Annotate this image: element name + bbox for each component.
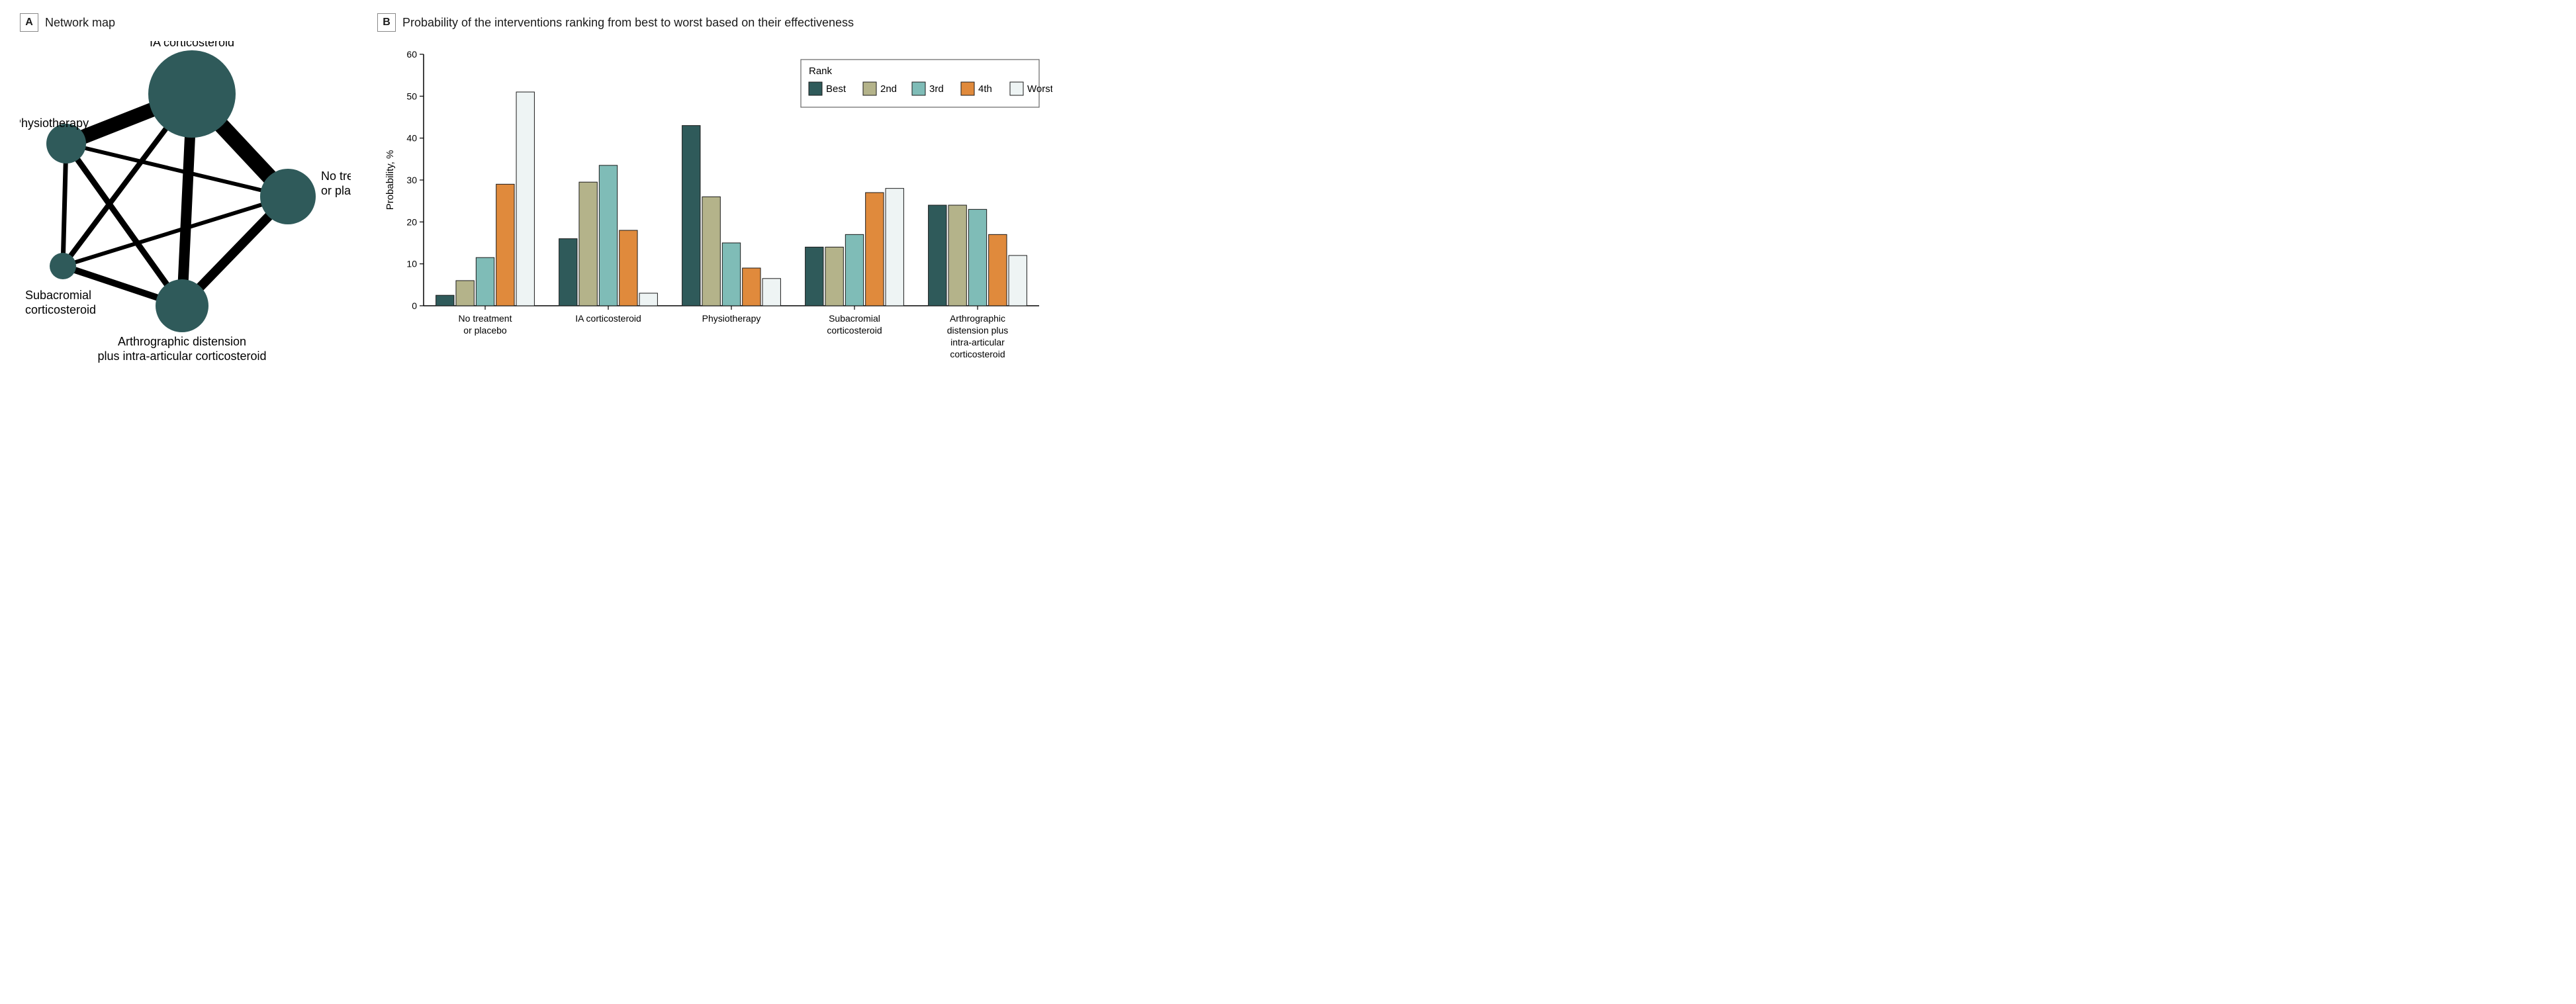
bar — [825, 247, 843, 306]
bar — [702, 197, 720, 306]
bar — [620, 230, 637, 306]
bar — [436, 295, 454, 306]
y-axis-label: Probability, % — [385, 150, 396, 210]
panel-a-title: Network map — [45, 16, 115, 30]
legend-swatch — [1010, 82, 1023, 95]
x-category-label: corticosteroid — [827, 325, 882, 336]
legend-title: Rank — [809, 66, 833, 77]
legend-label: 3rd — [929, 83, 944, 95]
legend-swatch — [961, 82, 974, 95]
bar — [1009, 255, 1027, 306]
node-label-dist: Arthrographic distension — [118, 335, 246, 348]
x-category-label: Physiotherapy — [702, 313, 761, 324]
panel-b-bar-chart: B Probability of the interventions ranki… — [377, 13, 2556, 385]
panel-a-network-map: A Network map IA corticosteroid No treatm… — [20, 13, 351, 385]
bar — [559, 239, 577, 306]
y-tick-label: 0 — [412, 300, 417, 311]
legend-swatch — [912, 82, 925, 95]
node-label-notx: No treatment — [321, 169, 351, 183]
x-category-label: IA corticosteroid — [575, 313, 641, 324]
panel-b-letter: B — [377, 13, 396, 32]
node-label-sub: corticosteroid — [25, 303, 96, 316]
bar — [476, 257, 494, 306]
node-ia — [148, 50, 236, 138]
panel-b-title: Probability of the interventions ranking… — [402, 16, 854, 30]
bar — [516, 92, 534, 306]
legend-swatch — [809, 82, 822, 95]
node-label-sub: Subacromial — [25, 289, 91, 302]
bar — [886, 189, 903, 306]
x-category-label: distension plus — [947, 325, 1009, 336]
legend-label: Worst — [1027, 83, 1052, 95]
network-svg: IA corticosteroid No treatmentor placebo A… — [20, 41, 351, 385]
bar — [805, 247, 823, 306]
bar — [762, 279, 780, 306]
node-label-dist: plus intra-articular corticosteroid — [97, 349, 266, 363]
bar — [743, 268, 760, 306]
x-category-label: or placebo — [463, 325, 507, 336]
node-physio — [46, 124, 86, 163]
bar — [579, 182, 597, 306]
legend-swatch — [863, 82, 876, 95]
node-label-ia: IA corticosteroid — [150, 41, 234, 49]
bar — [968, 209, 986, 306]
legend-label: 4th — [978, 83, 992, 95]
x-category-label: No treatment — [459, 313, 512, 324]
x-category-label: corticosteroid — [950, 349, 1005, 359]
bar — [989, 234, 1007, 306]
bar — [599, 165, 617, 306]
panel-b-header: B Probability of the interventions ranki… — [377, 13, 2556, 32]
y-tick-label: 30 — [406, 175, 417, 185]
bar — [929, 205, 946, 306]
bar — [845, 234, 863, 306]
y-tick-label: 20 — [406, 216, 417, 227]
panel-a-header: A Network map — [20, 13, 351, 32]
y-tick-label: 40 — [406, 133, 417, 144]
node-dist — [156, 279, 208, 332]
y-tick-label: 50 — [406, 91, 417, 101]
bar — [682, 126, 700, 306]
bar — [722, 243, 740, 306]
bar — [866, 193, 884, 306]
node-notx — [260, 169, 316, 224]
y-tick-label: 10 — [406, 259, 417, 269]
y-tick-label: 60 — [406, 49, 417, 60]
x-category-label: Arthrographic — [950, 313, 1005, 324]
node-label-physio: Physiotherapy — [20, 116, 89, 130]
bar — [639, 293, 657, 306]
bar — [948, 205, 966, 306]
x-category-label: intra-articular — [950, 337, 1005, 347]
legend-label: 2nd — [880, 83, 897, 95]
x-category-label: Subacromial — [829, 313, 880, 324]
node-label-notx: or placebo — [321, 184, 351, 197]
bar — [496, 184, 514, 306]
bar-chart-svg: 0 10 20 30 40 50 60 Probability, % No treatmento… — [377, 41, 1052, 385]
legend-label: Best — [826, 83, 847, 95]
node-sub — [50, 253, 76, 279]
bar — [456, 281, 474, 306]
panel-a-letter: A — [20, 13, 38, 32]
